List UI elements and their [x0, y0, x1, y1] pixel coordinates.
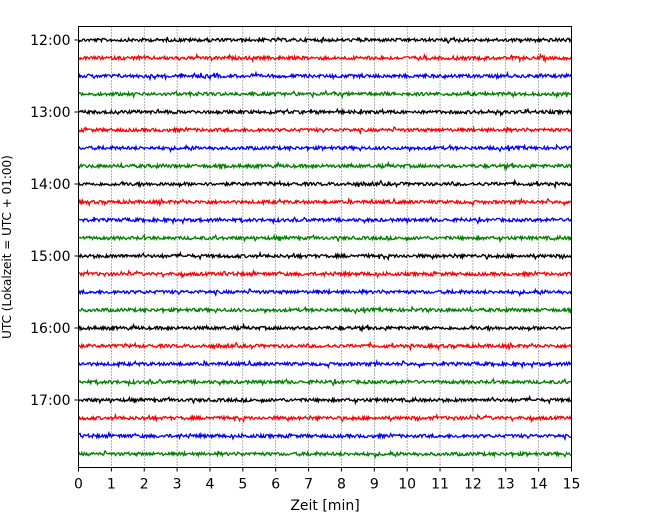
- y-axis-ticks: 12:00 13:00 14:00 15:00 16:00 17:00: [30, 33, 79, 409]
- trace-1215: [77, 52, 572, 64]
- y-tick-label-2: 14:00: [30, 177, 70, 193]
- trace-1615: [78, 340, 572, 352]
- trace-1500: [78, 250, 572, 262]
- x-tick-label-13: 13: [497, 477, 515, 493]
- x-tick-label-7: 7: [304, 477, 313, 493]
- trace-1515: [77, 268, 572, 280]
- x-axis-ticks: 0 1 2 3 4 5 6 7 8 9 10 11 12 13 14 15: [74, 467, 581, 493]
- x-tick-label-11: 11: [431, 477, 449, 493]
- trace-1315: [77, 125, 573, 136]
- trace-1715: [77, 412, 572, 424]
- trace-1345: [77, 160, 573, 172]
- x-tick-label-3: 3: [173, 477, 182, 493]
- x-tick-label-12: 12: [464, 477, 482, 493]
- x-tick-label-8: 8: [337, 477, 346, 493]
- x-tick-label-14: 14: [530, 477, 548, 493]
- trace-1300: [77, 107, 573, 118]
- trace-1330: [77, 143, 573, 154]
- y-tick-label-5: 17:00: [30, 393, 70, 409]
- trace-group: [77, 36, 573, 460]
- y-tick-label-3: 15:00: [30, 249, 70, 265]
- trace-1430: [78, 215, 572, 226]
- trace-1700: [77, 394, 572, 406]
- trace-1545: [78, 305, 573, 315]
- trace-1200: [77, 36, 573, 45]
- trace-1415: [77, 196, 572, 208]
- x-tick-label-4: 4: [206, 477, 215, 493]
- x-tick-label-1: 1: [107, 477, 116, 493]
- x-tick-label-5: 5: [238, 477, 247, 493]
- x-axis-label: Zeit [min]: [290, 498, 359, 514]
- trace-1445: [78, 233, 573, 244]
- y-axis-label: UTC (Lokalzeit = UTC + 01:00): [0, 155, 14, 339]
- trace-1730: [77, 430, 572, 442]
- trace-1245: [78, 89, 572, 100]
- trace-1645: [77, 377, 572, 388]
- trace-1230: [77, 70, 573, 82]
- trace-1600: [78, 322, 572, 333]
- x-tick-label-9: 9: [370, 477, 379, 493]
- y-tick-label-1: 13:00: [30, 105, 70, 121]
- x-tick-label-15: 15: [563, 477, 581, 493]
- x-tick-label-0: 0: [74, 477, 83, 493]
- trace-1530: [77, 287, 573, 298]
- trace-1745: [77, 449, 572, 460]
- plot-frame: [78, 26, 572, 468]
- trace-1400: [77, 178, 572, 190]
- y-tick-label-4: 16:00: [30, 321, 70, 337]
- y-tick-label-0: 12:00: [30, 33, 70, 49]
- x-tick-label-10: 10: [398, 477, 416, 493]
- x-tick-label-6: 6: [271, 477, 280, 493]
- x-tick-label-2: 2: [140, 477, 149, 493]
- trace-1630: [78, 358, 573, 370]
